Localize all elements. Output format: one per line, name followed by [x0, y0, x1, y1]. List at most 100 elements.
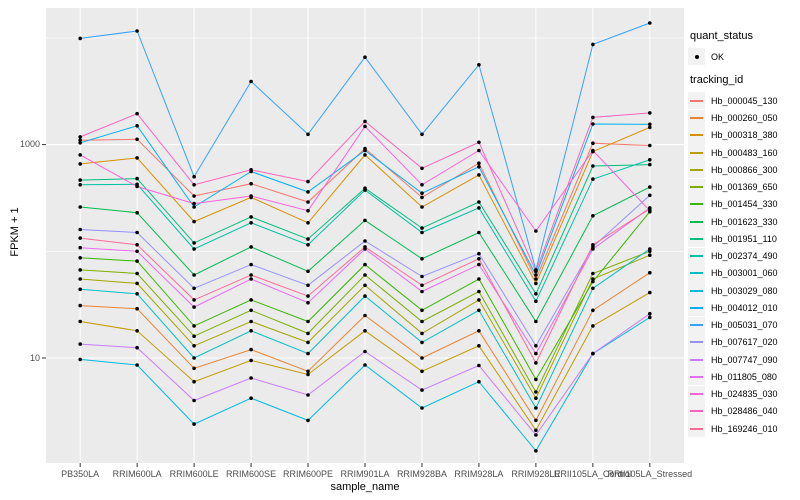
legend-key-box — [688, 247, 705, 265]
data-point — [534, 269, 538, 274]
data-point — [477, 298, 481, 302]
data-point — [363, 188, 367, 192]
data-point — [249, 215, 253, 219]
x-tick-label: RRII105LA_Stressed — [607, 469, 693, 479]
data-point — [249, 376, 253, 380]
data-point — [648, 125, 652, 130]
ok-point-icon — [694, 54, 699, 59]
y-axis-title: FPKM + 1 — [9, 207, 21, 257]
data-point — [477, 206, 481, 210]
data-point — [363, 55, 367, 59]
legend-entry: Hb_007747_090 — [688, 351, 800, 369]
data-point — [648, 311, 652, 316]
data-point — [135, 111, 139, 116]
x-tick-label: RRII105LA_Control — [553, 469, 632, 479]
data-point — [591, 308, 595, 313]
data-point — [249, 347, 253, 352]
data-point — [306, 269, 310, 274]
data-point — [534, 406, 538, 410]
data-point — [78, 36, 82, 41]
legend-entry: Hb_000866_300 — [688, 161, 800, 179]
data-point — [534, 418, 538, 423]
data-point — [135, 363, 139, 367]
legend-entry: Hb_000318_380 — [688, 126, 800, 144]
data-point — [420, 132, 424, 137]
legend-entry: Hb_000045_130 — [688, 92, 800, 110]
data-point — [420, 274, 424, 279]
data-point — [192, 398, 196, 403]
legend-key-box — [688, 230, 705, 248]
data-point — [477, 379, 481, 384]
data-point — [306, 351, 310, 356]
legend-key-box — [688, 161, 705, 179]
data-point — [477, 173, 481, 177]
legend-item-label: Hb_002374_490 — [711, 251, 778, 262]
legend-key-box — [688, 351, 705, 369]
data-point — [249, 194, 253, 198]
data-point — [135, 249, 139, 254]
data-point — [78, 153, 82, 157]
data-point — [648, 207, 652, 211]
data-point — [306, 294, 310, 298]
data-point — [420, 356, 424, 360]
data-point — [192, 205, 196, 209]
data-point — [306, 340, 310, 345]
data-point — [135, 306, 139, 311]
legend-key-box — [688, 92, 705, 110]
data-point — [306, 418, 310, 423]
data-point — [363, 153, 367, 157]
data-point — [420, 388, 424, 392]
data-point — [306, 319, 310, 324]
data-point — [477, 277, 481, 281]
data-point — [477, 230, 481, 235]
data-point — [78, 357, 82, 362]
data-point — [477, 344, 481, 348]
legend-line-swatch — [690, 341, 703, 344]
legend-entry: Hb_003001_060 — [688, 264, 800, 282]
data-point — [135, 243, 139, 247]
data-point — [591, 141, 595, 145]
data-point — [534, 449, 538, 453]
data-point — [306, 221, 310, 225]
data-point — [534, 229, 538, 233]
data-point — [306, 179, 310, 184]
x-tick-label: RRIM600LE — [169, 469, 219, 479]
data-point — [192, 241, 196, 245]
data-point — [420, 191, 424, 195]
legend-entry: Hb_024835_030 — [688, 385, 800, 403]
legend-key-box — [688, 213, 705, 231]
data-point — [477, 63, 481, 67]
x-tick-label: RRIM600PE — [283, 469, 334, 479]
data-point — [78, 268, 82, 272]
legend-item-label: Hb_001369_650 — [711, 182, 778, 193]
legend-title-tracking-id: tracking_id — [690, 74, 744, 87]
data-point — [363, 294, 367, 298]
data-point — [420, 226, 424, 230]
data-point — [135, 259, 139, 263]
data-point — [78, 245, 82, 250]
legend-line-swatch — [690, 375, 703, 378]
data-point — [420, 406, 424, 410]
data-point — [306, 190, 310, 194]
data-point — [363, 349, 367, 354]
legend-entry: Hb_005031_070 — [688, 316, 800, 334]
legend-line-swatch — [690, 410, 703, 413]
data-point — [363, 119, 367, 124]
data-point — [135, 329, 139, 333]
x-tick-label: RRIM928LE — [511, 469, 561, 479]
data-point — [249, 277, 253, 281]
data-point — [135, 29, 139, 33]
data-point — [363, 363, 367, 367]
data-point — [420, 331, 424, 336]
data-point — [78, 138, 82, 142]
data-point — [477, 329, 481, 333]
data-point — [477, 308, 481, 313]
y-tick-label: 1000 — [19, 139, 40, 150]
x-tick-label: RRIM928LA — [454, 469, 504, 479]
data-point — [420, 319, 424, 324]
data-point — [363, 245, 367, 249]
data-point — [192, 344, 196, 348]
data-point — [78, 255, 82, 260]
data-point — [249, 298, 253, 302]
